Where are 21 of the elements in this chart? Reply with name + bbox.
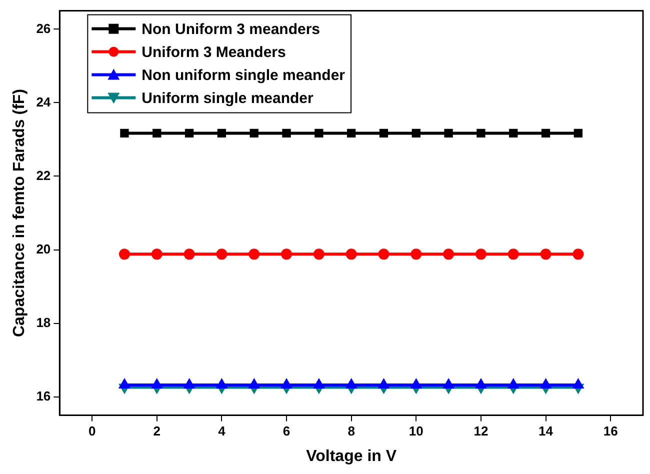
y-tick-label: 22 [36,168,51,183]
x-tick-label: 6 [282,424,290,439]
x-tick-label: 4 [218,424,226,439]
legend-label: Non Uniform 3 meanders [142,20,320,38]
x-tick-label: 8 [348,424,355,439]
x-tick-label: 10 [408,424,424,439]
y-tick-label: 24 [36,94,52,110]
y-tick-label: 26 [36,20,51,36]
x-tick-label: 12 [474,424,488,439]
y-tick-label: 16 [36,388,51,404]
x-tick-label: 16 [603,424,618,439]
x-tick-label: 0 [88,424,96,439]
x-tick-label: 14 [538,424,554,439]
legend-label: Uniform 3 Meanders [142,44,286,61]
y-axis-title: Capacitance in femto Farads (fF) [11,88,28,338]
y-tick-label: 20 [36,241,51,256]
x-axis-title: Voltage in V [306,448,397,465]
y-tick-label: 18 [36,314,51,330]
legend-label: Uniform single meander [142,90,314,107]
legend-label: Non uniform single meander [142,66,346,84]
x-tick-label: 2 [153,424,160,439]
